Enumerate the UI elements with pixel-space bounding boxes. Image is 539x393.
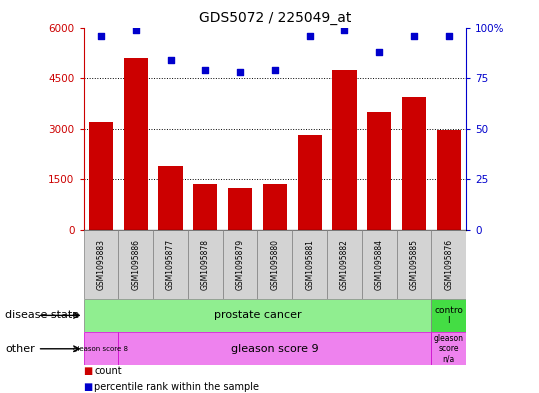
Bar <box>119 230 153 299</box>
Bar <box>402 97 426 230</box>
Bar <box>431 230 466 299</box>
Bar <box>89 122 113 230</box>
Bar <box>437 130 461 230</box>
Text: GSM1095876: GSM1095876 <box>444 239 453 290</box>
Bar <box>228 188 252 230</box>
Text: GSM1095885: GSM1095885 <box>410 239 419 290</box>
Bar <box>367 112 391 230</box>
Text: ■: ■ <box>84 366 93 376</box>
Text: GSM1095884: GSM1095884 <box>375 239 384 290</box>
Bar <box>84 230 119 299</box>
Point <box>340 26 349 33</box>
Title: GDS5072 / 225049_at: GDS5072 / 225049_at <box>199 11 351 25</box>
Bar <box>223 230 258 299</box>
Text: GSM1095879: GSM1095879 <box>236 239 245 290</box>
Text: gleason
score
n/a: gleason score n/a <box>434 334 464 364</box>
Point <box>236 69 244 75</box>
Bar <box>262 184 287 230</box>
Text: GSM1095880: GSM1095880 <box>271 239 279 290</box>
Point <box>96 33 105 39</box>
Bar <box>292 230 327 299</box>
Text: count: count <box>94 366 122 376</box>
Point <box>410 33 418 39</box>
Bar <box>431 299 466 332</box>
Bar <box>158 166 183 230</box>
Bar <box>332 70 357 230</box>
Text: gleason score 8: gleason score 8 <box>73 346 128 352</box>
Bar <box>298 136 322 230</box>
Bar <box>188 230 223 299</box>
Bar <box>153 230 188 299</box>
Text: gleason score 9: gleason score 9 <box>231 344 319 354</box>
Bar <box>327 230 362 299</box>
Text: GSM1095882: GSM1095882 <box>340 239 349 290</box>
Point <box>201 67 210 73</box>
Bar <box>397 230 431 299</box>
Bar <box>119 332 431 365</box>
Text: ■: ■ <box>84 382 93 392</box>
Text: GSM1095881: GSM1095881 <box>305 239 314 290</box>
Text: other: other <box>5 344 35 354</box>
Point <box>166 57 175 63</box>
Point <box>306 33 314 39</box>
Bar <box>258 230 292 299</box>
Text: disease state: disease state <box>5 310 80 320</box>
Text: GSM1095878: GSM1095878 <box>201 239 210 290</box>
Text: percentile rank within the sample: percentile rank within the sample <box>94 382 259 392</box>
Bar <box>193 184 217 230</box>
Text: GSM1095877: GSM1095877 <box>166 239 175 290</box>
Bar <box>123 58 148 230</box>
Point <box>445 33 453 39</box>
Point <box>375 49 384 55</box>
Bar <box>84 332 119 365</box>
Bar <box>362 230 397 299</box>
Point <box>132 26 140 33</box>
Text: prostate cancer: prostate cancer <box>213 310 301 320</box>
Text: GSM1095886: GSM1095886 <box>131 239 140 290</box>
Text: GSM1095883: GSM1095883 <box>96 239 106 290</box>
Point <box>271 67 279 73</box>
Bar <box>431 332 466 365</box>
Text: contro
l: contro l <box>434 306 464 325</box>
